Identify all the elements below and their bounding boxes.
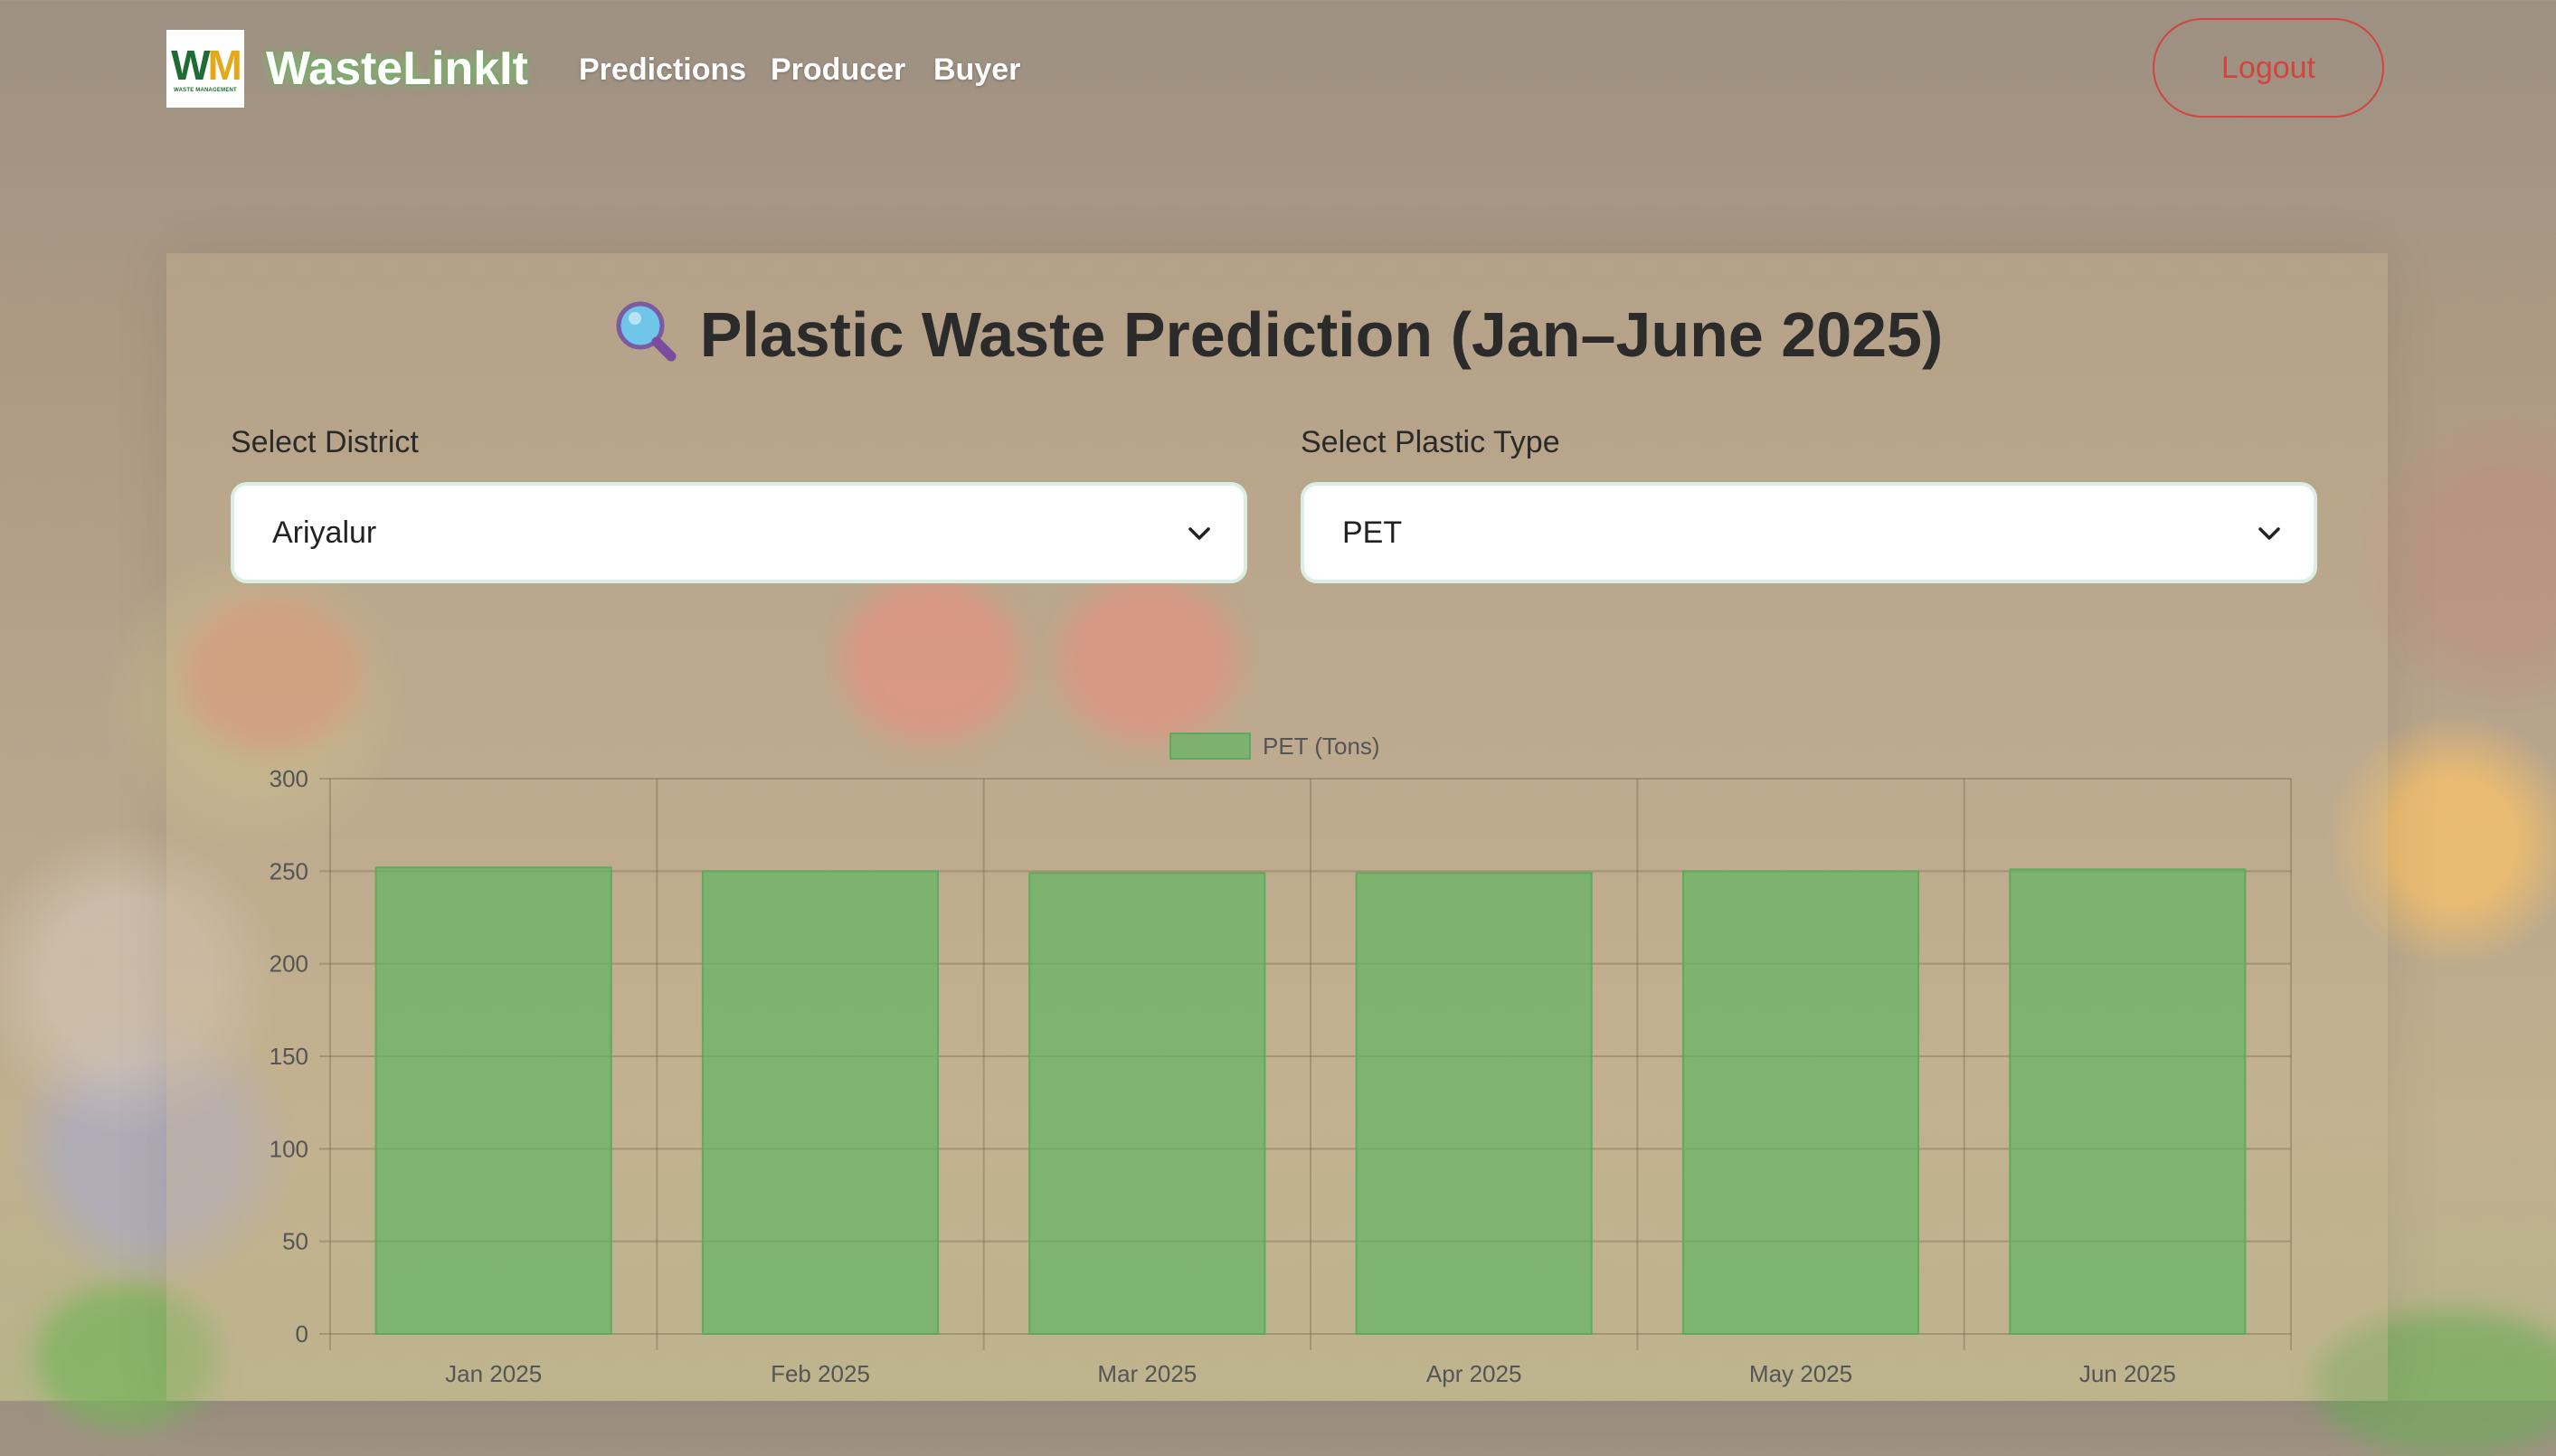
chevron-down-icon — [1188, 527, 1210, 540]
district-label: Select District — [231, 425, 419, 459]
x-tick-label: Feb 2025 — [771, 1360, 870, 1387]
brand-name[interactable]: WasteLinkIt — [266, 43, 528, 95]
bar — [2009, 868, 2247, 1335]
bar — [701, 870, 940, 1335]
bar — [1681, 870, 1920, 1335]
y-tick-label: 0 — [296, 1320, 308, 1347]
waste-prediction-chart: 0 50 100 150 200 250 300 Jan 2025 Feb 2025 Mar 20… — [270, 733, 2292, 1387]
x-tick-label: Jan 2025 — [445, 1360, 542, 1387]
y-tick-label: 100 — [270, 1135, 308, 1162]
y-tick-label: 200 — [270, 950, 308, 978]
district-select[interactable]: Ariyalur — [231, 482, 1247, 583]
nav-link-predictions[interactable]: Predictions — [579, 52, 747, 87]
y-tick-label: 150 — [270, 1043, 308, 1070]
magnifier-icon — [616, 301, 677, 362]
x-tick-label: May 2025 — [1749, 1360, 1852, 1387]
nav-link-buyer[interactable]: Buyer — [933, 52, 1021, 87]
y-tick-label: 50 — [282, 1228, 308, 1255]
logo-mark: WM — [171, 42, 242, 89]
x-tick-label: Apr 2025 — [1426, 1360, 1522, 1387]
logout-button[interactable]: Logout — [2153, 18, 2384, 118]
plastic-type-label: Select Plastic Type — [1301, 425, 1560, 459]
page-title-text: Plastic Waste Prediction (Jan–June 2025) — [699, 299, 1944, 370]
legend-label: PET (Tons) — [1263, 733, 1380, 760]
bar — [1355, 872, 1593, 1335]
y-tick-label: 250 — [270, 857, 308, 884]
x-tick-label: Jun 2025 — [2079, 1360, 2176, 1387]
chevron-down-icon — [2258, 527, 2280, 540]
page-title: Plastic Waste Prediction (Jan–June 2025) — [0, 298, 2556, 371]
legend-swatch — [1169, 733, 1251, 760]
bar — [374, 866, 612, 1335]
district-value: Ariyalur — [272, 515, 377, 550]
x-tick-label: Mar 2025 — [1097, 1360, 1197, 1387]
logo-subtitle: WASTE MANAGEMENT — [174, 88, 237, 93]
plastic-type-value: PET — [1342, 515, 1403, 550]
plastic-type-select[interactable]: PET — [1301, 482, 2317, 583]
nav-link-producer[interactable]: Producer — [771, 52, 906, 87]
y-tick-label: 300 — [270, 765, 308, 792]
bar — [1028, 872, 1266, 1335]
brand-logo[interactable]: WM WASTE MANAGEMENT — [166, 30, 244, 108]
navbar: WM WASTE MANAGEMENT WasteLinkIt Predicti… — [0, 0, 2556, 145]
